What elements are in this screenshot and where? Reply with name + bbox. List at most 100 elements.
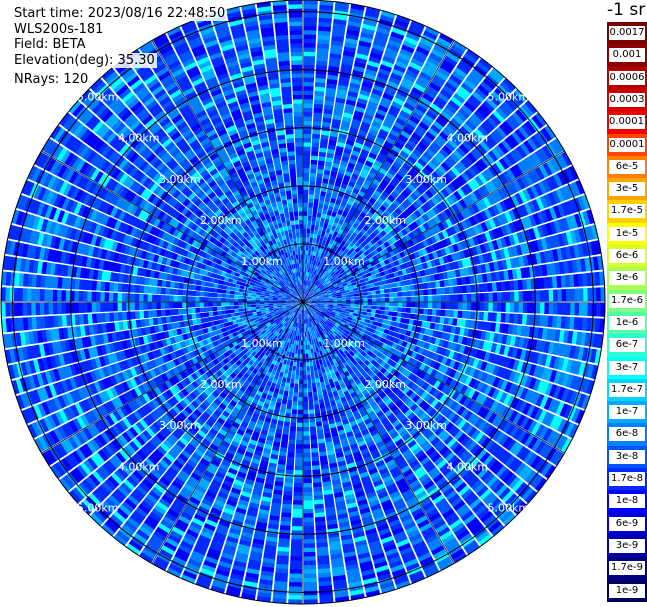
- ray-bin: [390, 31, 405, 40]
- ray-bin: [383, 175, 392, 184]
- ray-bin: [433, 74, 446, 85]
- ray-bin: [329, 253, 334, 259]
- ray-bin: [381, 212, 389, 220]
- ray-bin: [303, 249, 306, 255]
- ray-bin: [299, 336, 302, 342]
- ray-bin: [309, 180, 316, 187]
- ray-bin: [354, 307, 360, 311]
- ray-bin: [398, 193, 407, 202]
- ray-bin: [305, 284, 307, 290]
- ray-bin: [334, 236, 340, 243]
- ray-bin: [378, 67, 391, 77]
- ray-bin: [321, 269, 326, 275]
- ray-bin: [328, 139, 337, 146]
- ray-bin: [392, 176, 401, 185]
- ray-bin: [318, 267, 323, 273]
- ray-bin: [384, 88, 396, 97]
- ray-bin: [380, 293, 386, 298]
- ray-bin: [325, 161, 333, 167]
- ray-bin: [307, 374, 311, 380]
- ray-bin: [317, 266, 321, 272]
- ray-bin: [458, 85, 471, 97]
- ray-bin: [387, 183, 396, 192]
- ray-bin: [303, 254, 306, 259]
- ray-bin: [357, 97, 368, 105]
- ray-bin: [373, 159, 383, 168]
- ray-bin: [505, 291, 511, 302]
- ray-bin: [308, 193, 314, 199]
- ray-bin: [312, 124, 321, 131]
- ray-bin: [303, 150, 311, 156]
- ray-bin: [497, 84, 511, 97]
- ray-bin: [329, 48, 343, 55]
- ray-bin: [366, 200, 374, 208]
- ray-bin: [298, 379, 303, 385]
- ray-bin: [291, 538, 303, 544]
- ray-bin: [363, 295, 369, 299]
- ray-bin: [310, 268, 314, 274]
- ray-bin: [316, 172, 323, 179]
- ray-bin: [308, 348, 311, 354]
- ray-bin: [364, 72, 376, 81]
- ray-bin: [303, 504, 314, 510]
- ray-bin: [466, 293, 472, 302]
- ray-bin: [420, 154, 430, 164]
- ray-bin: [410, 180, 419, 189]
- ray-bin: [317, 282, 322, 287]
- ray-bin: [379, 204, 387, 212]
- ray-bin: [330, 170, 338, 177]
- ray-bin: [430, 77, 444, 89]
- ray-bin: [297, 409, 303, 415]
- ray-bin: [303, 85, 314, 91]
- ray-bin: [349, 7, 365, 15]
- ray-bin: [354, 57, 368, 65]
- ray-bin: [303, 98, 313, 104]
- ray-bin: [333, 203, 340, 210]
- ray-bin: [336, 232, 342, 239]
- ray-bin: [303, 42, 316, 48]
- ray-bin: [413, 177, 422, 186]
- ray-bin: [303, 564, 317, 570]
- ray-bin: [389, 179, 398, 188]
- ray-bin: [435, 95, 448, 107]
- ray-bin: [323, 276, 328, 281]
- ray-bin: [303, 103, 313, 109]
- ray-bin: [419, 37, 434, 48]
- ray-bin: [318, 283, 323, 288]
- ray-bin: [387, 80, 399, 89]
- ray-bin: [329, 215, 336, 222]
- ray-bin: [295, 374, 299, 380]
- ray-bin: [303, 573, 317, 579]
- ray-bin: [297, 405, 303, 411]
- ray-bin: [331, 166, 339, 173]
- ray-bin: [405, 32, 420, 42]
- ray-bin: [333, 245, 339, 252]
- ray-bin: [380, 297, 386, 302]
- ray-bin: [315, 238, 320, 244]
- ray-bin: [371, 144, 382, 152]
- ray-bin: [303, 159, 311, 165]
- ray-bin: [395, 184, 404, 193]
- ray-bin: [393, 302, 399, 307]
- ray-bin: [333, 303, 338, 306]
- ray-bin: [427, 127, 439, 138]
- ray-bin: [367, 100, 379, 109]
- ray-bin: [397, 297, 403, 302]
- ray-bin: [303, 211, 308, 216]
- ray-bin: [324, 218, 330, 224]
- ray-bin: [313, 264, 317, 270]
- ray-bin: [368, 218, 376, 225]
- ray-bin: [544, 302, 550, 315]
- ray-bin: [494, 87, 508, 101]
- ray-bin: [360, 31, 374, 40]
- ray-bin: [371, 43, 385, 52]
- ray-bin: [356, 101, 367, 109]
- ray-bin: [455, 111, 468, 122]
- ray-bin: [343, 253, 349, 260]
- ray-bin: [324, 241, 330, 247]
- ray-bin: [392, 199, 401, 208]
- ray-bin: [390, 164, 400, 173]
- ray-bin: [323, 270, 328, 276]
- ray-bin: [303, 163, 310, 169]
- ray-bin: [320, 273, 325, 279]
